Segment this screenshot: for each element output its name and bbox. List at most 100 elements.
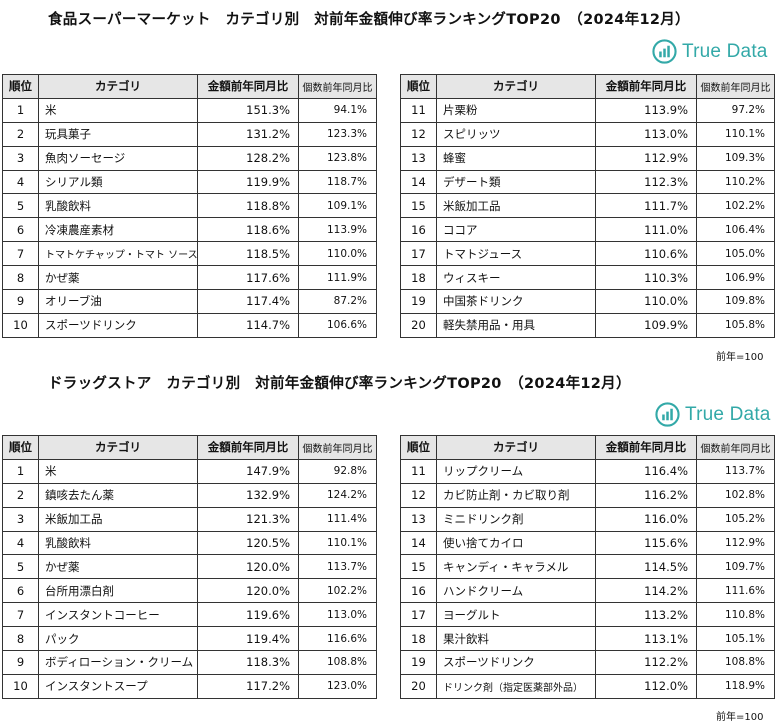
amount-cell: 120.0% (197, 578, 299, 604)
header-count: 個数前年同月比 (696, 74, 775, 99)
rank-cell: 3 (2, 506, 39, 532)
table-row: 1 米 151.3% 94.1% (2, 97, 377, 123)
rank-cell: 9 (2, 650, 39, 675)
amount-cell: 112.2% (595, 650, 697, 675)
count-cell: 112.9% (696, 530, 775, 556)
header-category: カテゴリ (38, 74, 198, 99)
drugstore-title: ドラッグストア カテゴリ別 対前年金額伸び率ランキングTOP20 （2024年1… (48, 376, 631, 392)
logo-text: True Data (685, 403, 771, 425)
header-category: カテゴリ (436, 74, 596, 99)
count-cell: 110.8% (696, 602, 775, 628)
table-header-row: 順位 カテゴリ 金額前年同月比 個数前年同月比 (2, 435, 377, 460)
table-row: 12 スピリッツ 113.0% 110.1% (400, 121, 775, 147)
rank-cell: 11 (400, 458, 437, 484)
category-cell: 乳酸飲料 (38, 193, 198, 219)
count-cell: 109.7% (696, 554, 775, 580)
category-cell: パック (38, 626, 198, 652)
rank-cell: 13 (400, 145, 437, 171)
table-row: 19 中国茶ドリンク 110.0% 109.8% (400, 289, 775, 314)
rank-cell: 13 (400, 506, 437, 532)
amount-cell: 118.5% (197, 241, 299, 267)
rank-cell: 6 (2, 578, 39, 604)
rank-cell: 12 (400, 482, 437, 508)
category-cell: かぜ薬 (38, 554, 198, 580)
amount-cell: 115.6% (595, 530, 697, 556)
count-cell: 105.1% (696, 626, 775, 652)
table-row: 3 米飯加工品 121.3% 111.4% (2, 506, 377, 532)
true-data-logo-icon (652, 39, 677, 64)
count-cell: 110.0% (298, 241, 377, 267)
amount-cell: 147.9% (197, 458, 299, 484)
amount-cell: 110.0% (595, 289, 697, 314)
category-cell: キャンディ・キャラメル (436, 554, 596, 580)
category-cell: ボディローション・クリーム (38, 650, 198, 675)
category-cell: ミニドリンク剤 (436, 506, 596, 532)
table-row: 9 ボディローション・クリーム 118.3% 108.8% (2, 650, 377, 675)
rank-cell: 5 (2, 554, 39, 580)
table-row: 16 ハンドクリーム 114.2% 111.6% (400, 578, 775, 604)
count-cell: 109.1% (298, 193, 377, 219)
drugstore-table-1-10: 順位 カテゴリ 金額前年同月比 個数前年同月比 1 米 147.9% 92.8% 2 鎮咳… (2, 435, 377, 699)
amount-cell: 109.9% (595, 312, 697, 338)
count-cell: 106.9% (696, 265, 775, 291)
count-cell: 123.8% (298, 145, 377, 171)
amount-cell: 112.9% (595, 145, 697, 171)
header-category: カテゴリ (38, 435, 198, 460)
supermarket-logo: True Data (652, 39, 768, 64)
category-cell: オリーブ油 (38, 289, 198, 314)
category-cell: トマトケチャップ・トマト ソース (38, 241, 198, 267)
amount-cell: 132.9% (197, 482, 299, 508)
table-row: 17 ヨーグルト 113.2% 110.8% (400, 602, 775, 628)
count-cell: 97.2% (696, 97, 775, 123)
rank-cell: 1 (2, 97, 39, 123)
drugstore-logo: True Data (655, 402, 771, 427)
supermarket-table-1-10: 順位 カテゴリ 金額前年同月比 個数前年同月比 1 米 151.3% 94.1% 2 玩具… (2, 74, 377, 338)
count-cell: 124.2% (298, 482, 377, 508)
amount-cell: 110.3% (595, 265, 697, 291)
rank-cell: 7 (2, 602, 39, 628)
rank-cell: 2 (2, 121, 39, 147)
count-cell: 123.0% (298, 673, 377, 699)
category-cell: 使い捨てカイロ (436, 530, 596, 556)
amount-cell: 119.9% (197, 169, 299, 195)
count-cell: 111.9% (298, 265, 377, 291)
category-cell: 台所用漂白剤 (38, 578, 198, 604)
rank-cell: 18 (400, 626, 437, 652)
count-cell: 105.8% (696, 312, 775, 338)
table-row: 14 デザート類 112.3% 110.2% (400, 169, 775, 195)
amount-cell: 114.5% (595, 554, 697, 580)
rank-cell: 1 (2, 458, 39, 484)
rank-cell: 4 (2, 530, 39, 556)
count-cell: 87.2% (298, 289, 377, 314)
category-cell: ドリンク剤（指定医薬部外品） (436, 673, 596, 699)
count-cell: 110.1% (298, 530, 377, 556)
table-row: 20 ドリンク剤（指定医薬部外品） 112.0% 118.9% (400, 673, 775, 699)
rank-cell: 10 (2, 673, 39, 699)
amount-cell: 131.2% (197, 121, 299, 147)
header-amount: 金額前年同月比 (595, 435, 697, 460)
amount-cell: 121.3% (197, 506, 299, 532)
table-row: 2 玩具菓子 131.2% 123.3% (2, 121, 377, 147)
rank-cell: 20 (400, 673, 437, 699)
rank-cell: 16 (400, 578, 437, 604)
amount-cell: 119.6% (197, 602, 299, 628)
category-cell: ココア (436, 217, 596, 243)
header-amount: 金額前年同月比 (197, 435, 299, 460)
category-cell: 冷凍農産素材 (38, 217, 198, 243)
rank-cell: 19 (400, 650, 437, 675)
table-row: 12 カビ防止剤・カビ取り剤 116.2% 102.8% (400, 482, 775, 508)
table-row: 8 パック 119.4% 116.6% (2, 626, 377, 652)
table-row: 15 米飯加工品 111.7% 102.2% (400, 193, 775, 219)
logo-text: True Data (682, 40, 768, 62)
category-cell: 魚肉ソーセージ (38, 145, 198, 171)
true-data-logo-icon (655, 402, 680, 427)
header-amount: 金額前年同月比 (197, 74, 299, 99)
category-cell: 中国茶ドリンク (436, 289, 596, 314)
count-cell: 102.8% (696, 482, 775, 508)
header-count: 個数前年同月比 (298, 74, 377, 99)
amount-cell: 120.5% (197, 530, 299, 556)
category-cell: 軽失禁用品・用具 (436, 312, 596, 338)
amount-cell: 120.0% (197, 554, 299, 580)
amount-cell: 151.3% (197, 97, 299, 123)
rank-cell: 19 (400, 289, 437, 314)
